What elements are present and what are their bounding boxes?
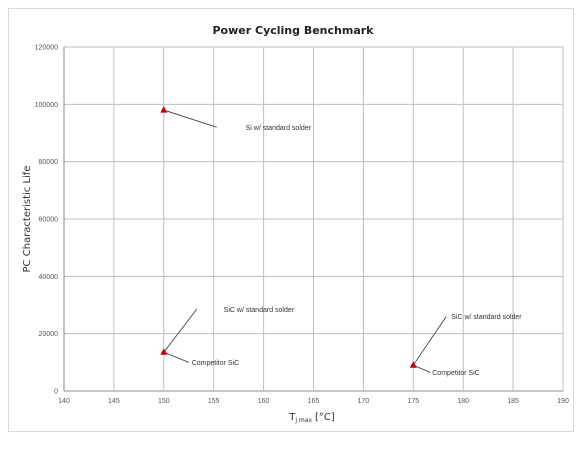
y-tick-label: 0 [54,389,58,396]
x-axis-label-subscript: j max [294,417,312,424]
y-axis-label: PC Characteristic Life [22,166,33,273]
annotation-leader-line [412,316,447,366]
x-tick-label: 190 [557,398,569,405]
x-tick-label: 145 [108,398,120,405]
x-axis-label-main: T [288,412,296,423]
x-tick-label: 185 [507,398,519,405]
y-tick-label: 80000 [39,159,59,166]
data-points [160,106,417,368]
chart-title: Power Cycling Benchmark [213,24,375,37]
annotation-leader-line [413,364,431,373]
x-tick-label: 150 [158,398,170,405]
annotation-label: Competitor SiC [432,370,479,377]
annotation-label: SiC w/ standard solder [224,307,295,314]
y-tick-label: 120000 [35,45,58,52]
x-tick-label: 175 [407,398,419,405]
x-tick-label: 155 [208,398,220,405]
x-tick-label: 180 [457,398,469,405]
grid [63,46,564,392]
x-tick-labels: 140 145 150 155 160 165 170 175 180 185 190 [58,398,569,405]
annotation-label: Competitor SiC [192,360,239,367]
x-axis-label: Tj max [°C] [288,412,335,424]
y-tick-label: 20000 [39,331,59,338]
annotation-leader-line [163,309,198,353]
data-point-marker [160,106,168,113]
x-tick-label: 140 [58,398,70,405]
chart-frame [8,8,574,432]
data-point-marker [409,361,417,368]
x-tick-label: 170 [358,398,370,405]
y-tick-label: 60000 [39,217,59,224]
y-tick-label: 40000 [39,274,59,281]
x-tick-label: 165 [308,398,320,405]
annotation-label: Si w/ standard solder [246,125,312,132]
y-tick-labels: 0 20000 40000 60000 80000 100000 120000 [35,45,58,396]
x-axis-label-unit: [°C] [315,412,335,423]
x-tick-label: 160 [258,398,270,405]
annotation-leader-line [163,109,217,128]
annotation-leader-line [163,351,189,363]
annotation-label: SiC w/ standard solder [451,314,522,321]
data-point-marker [160,348,168,355]
y-tick-label: 100000 [35,102,58,109]
annotations: Si w/ standard solder SiC w/ standard sol… [163,109,522,377]
